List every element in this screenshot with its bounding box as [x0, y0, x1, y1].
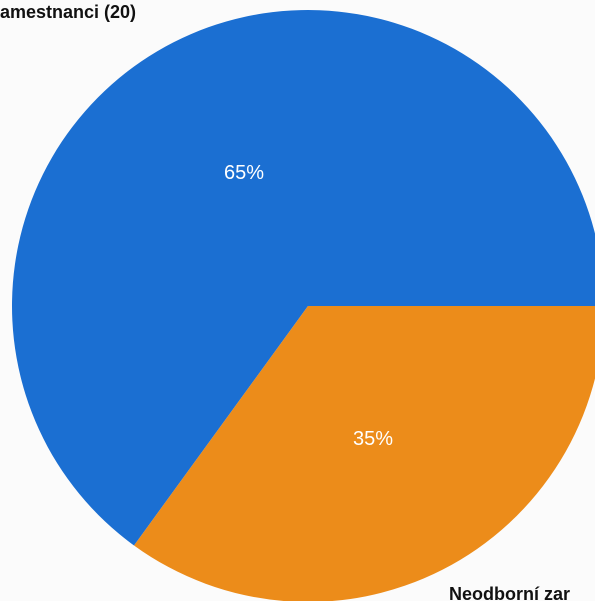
pie-slice-0: [12, 10, 595, 546]
category-label-0: amestnanci (20): [0, 2, 137, 22]
slice-label-1: 35%: [353, 428, 393, 450]
pie-slice-1: [134, 306, 595, 601]
slice-label-0: 65%: [224, 162, 264, 184]
pie-slices: [12, 10, 595, 601]
category-label-1: Neodborní zar: [449, 584, 571, 601]
